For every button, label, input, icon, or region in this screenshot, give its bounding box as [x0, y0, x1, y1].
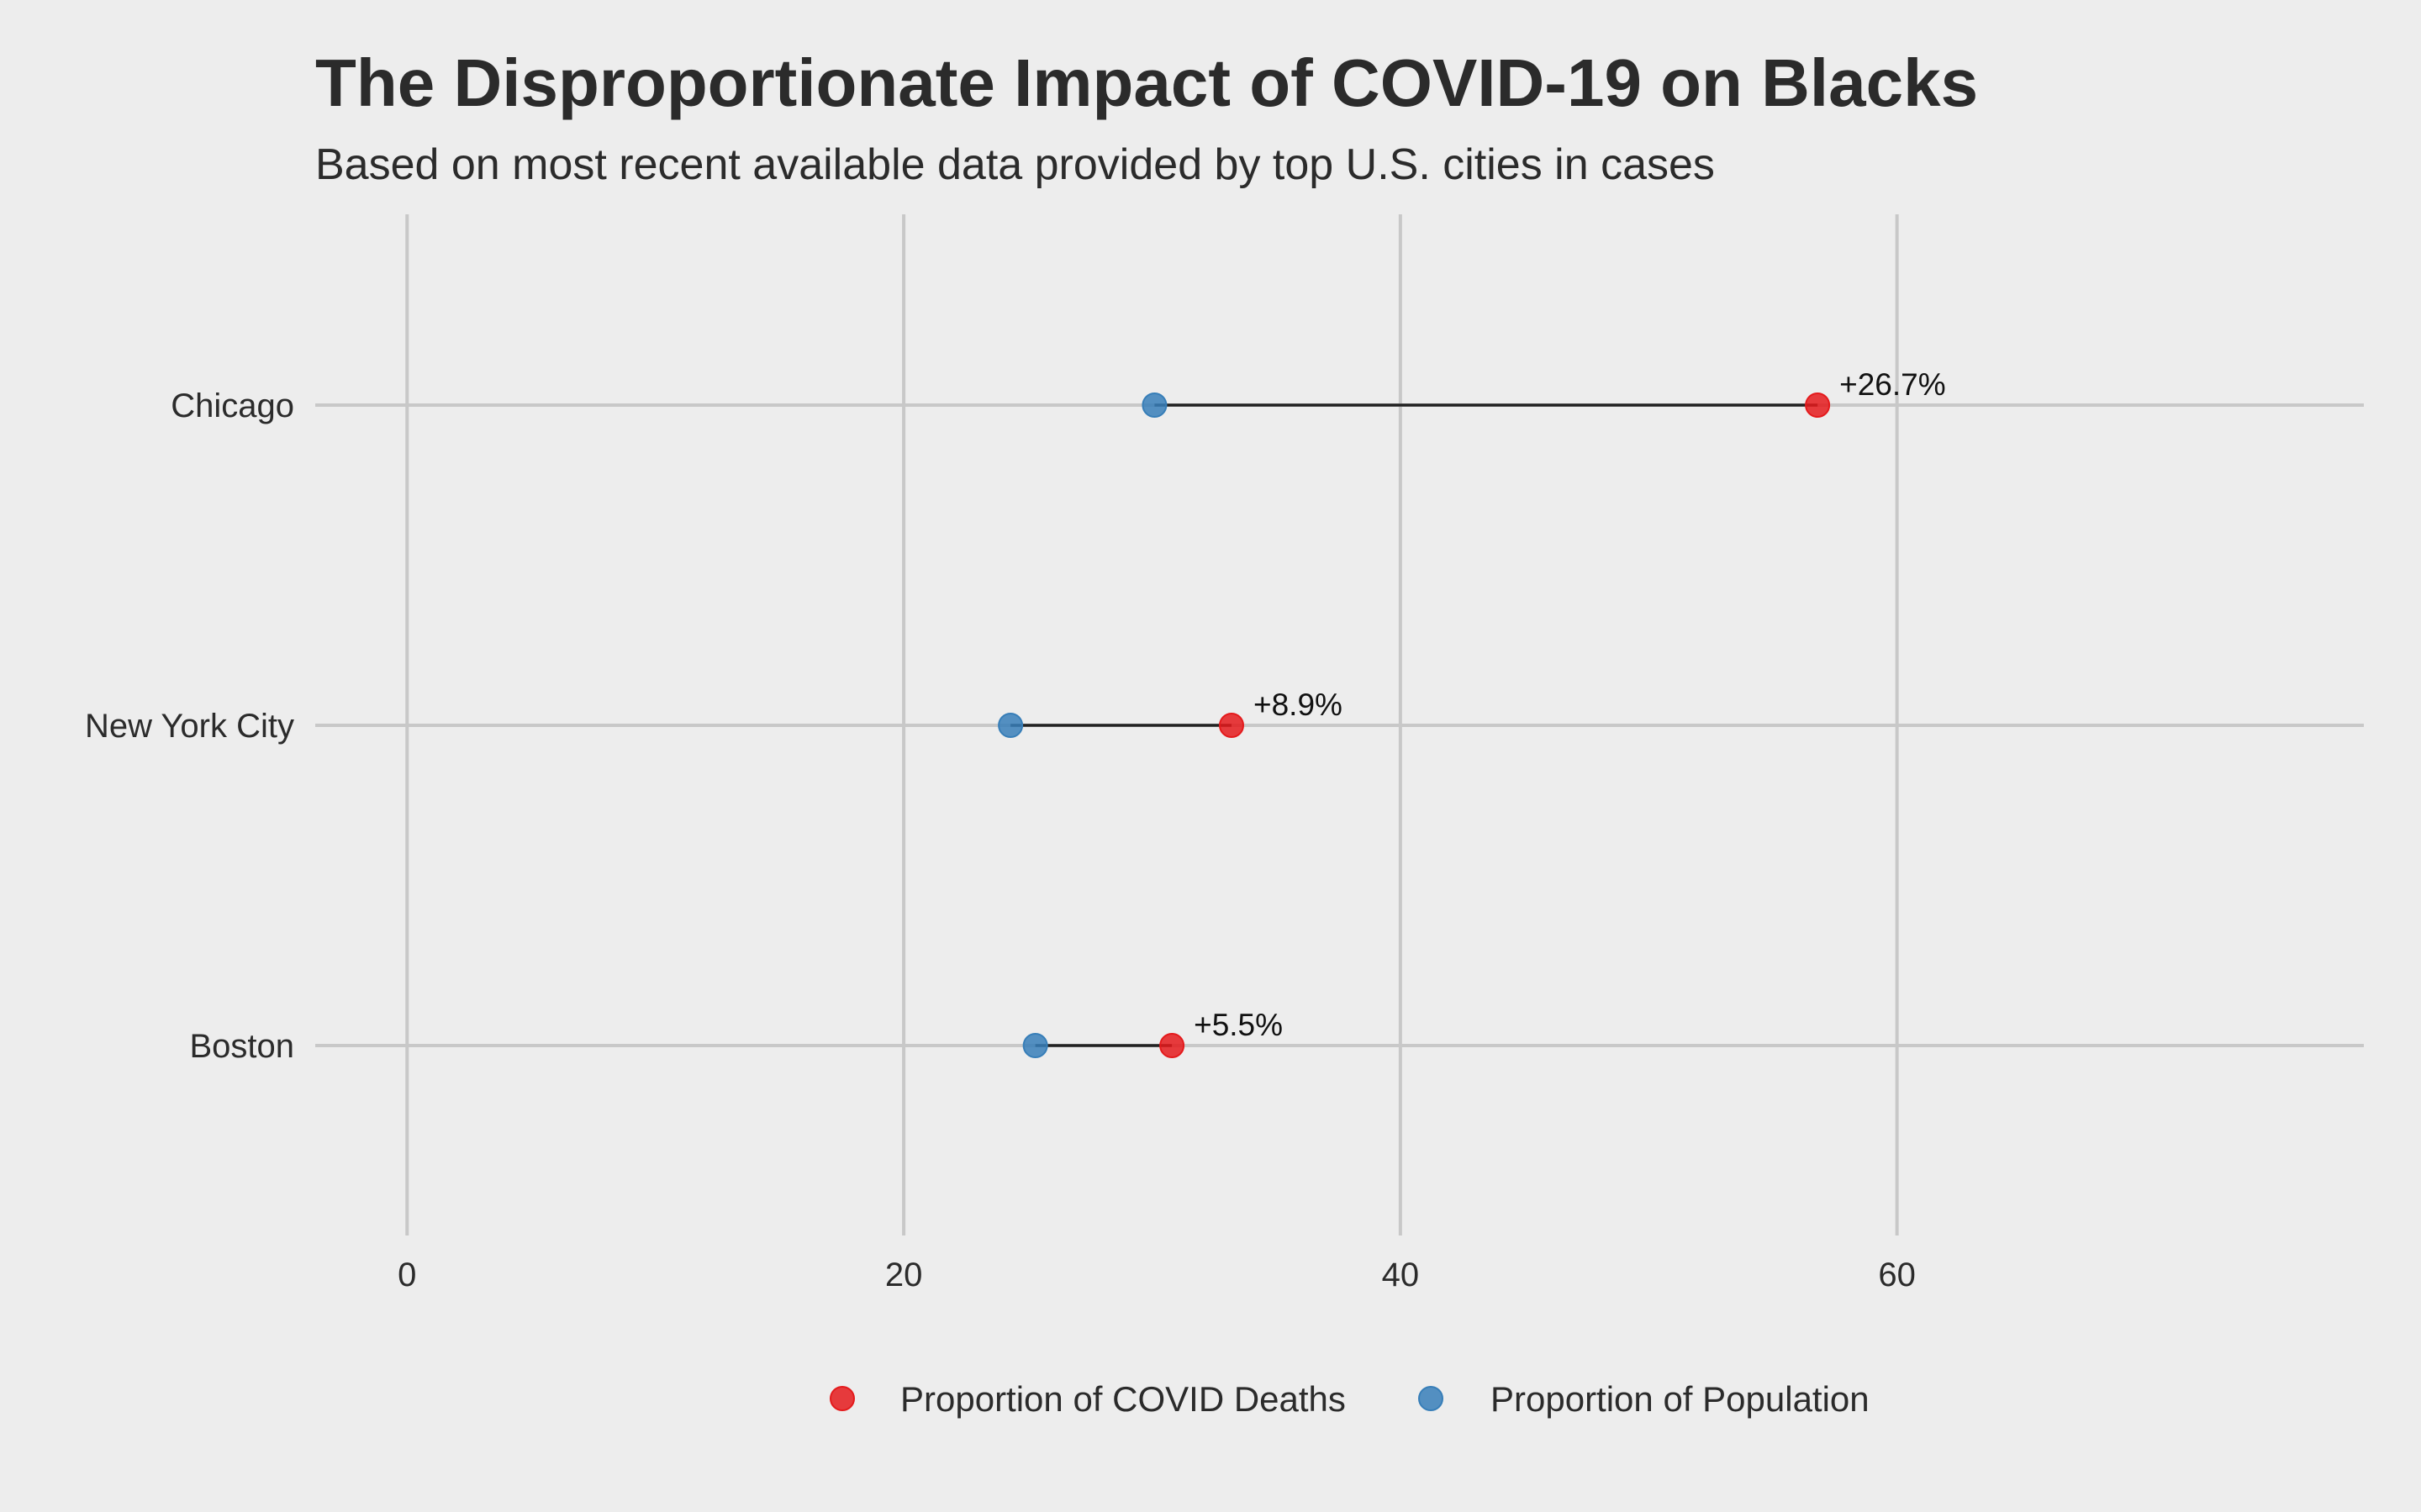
x-tick-label: 60	[1878, 1256, 1916, 1293]
deaths-point	[1219, 713, 1245, 738]
deaths-point	[1159, 1033, 1185, 1058]
chart-title: The Disproportionate Impact of COVID-19 …	[315, 45, 1978, 120]
x-tick-label: 20	[885, 1256, 923, 1293]
y-axis: Chicago New York City Boston	[85, 387, 294, 1065]
plot-marks: +26.7% +8.9% +5.5%	[998, 367, 1946, 1058]
legend-marker	[1418, 1386, 1443, 1411]
legend: Proportion of COVID Deaths Proportion of …	[830, 1379, 1870, 1419]
legend-marker	[830, 1386, 855, 1411]
chart-subtitle: Based on most recent available data prov…	[315, 140, 1715, 189]
y-tick-label: Chicago	[171, 387, 294, 424]
population-point	[1022, 1033, 1048, 1058]
grid	[315, 214, 2364, 1235]
legend-label: Proportion of Population	[1490, 1379, 1870, 1419]
difference-label: +26.7%	[1839, 367, 1946, 402]
deaths-point	[1805, 392, 1831, 418]
y-tick-label: Boston	[189, 1028, 294, 1065]
population-point	[1142, 392, 1168, 418]
x-axis: 0 20 40 60	[398, 1256, 1916, 1293]
y-tick-label: New York City	[85, 708, 294, 745]
x-tick-label: 0	[398, 1256, 416, 1293]
legend-label: Proportion of COVID Deaths	[900, 1379, 1346, 1419]
population-point	[998, 713, 1024, 738]
difference-label: +5.5%	[1194, 1008, 1283, 1042]
difference-label: +8.9%	[1253, 688, 1342, 722]
x-tick-label: 40	[1382, 1256, 1420, 1293]
